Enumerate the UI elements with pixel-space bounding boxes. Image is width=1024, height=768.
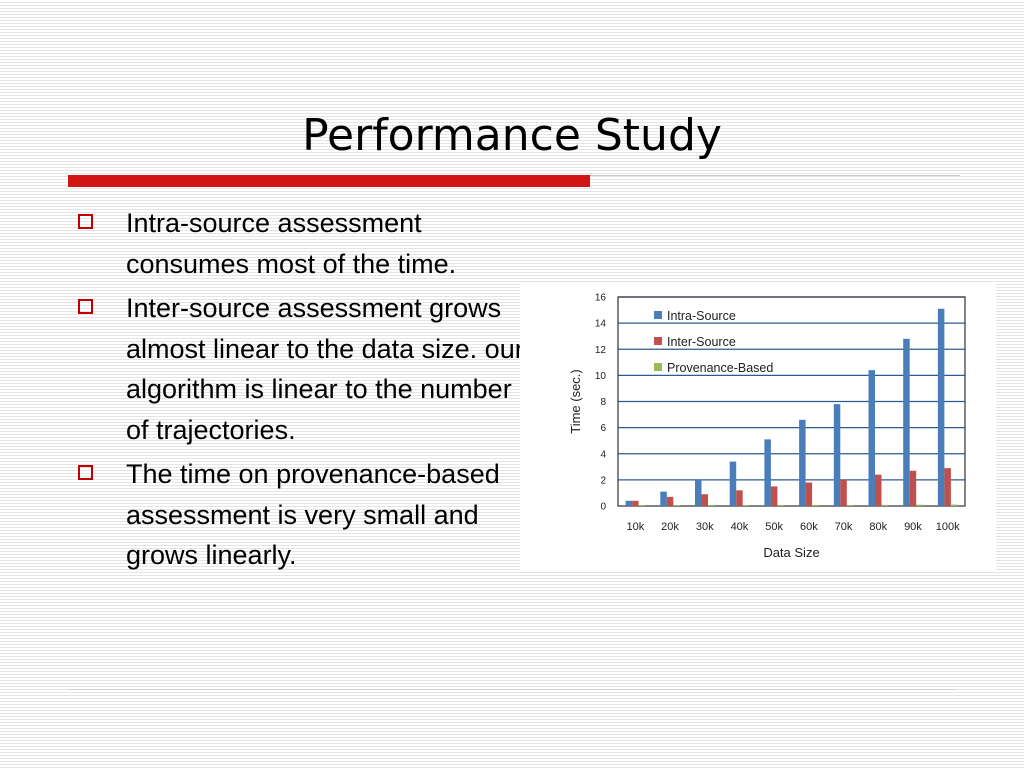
x-tick-label: 90k — [904, 521, 922, 533]
bar — [638, 505, 646, 506]
y-tick-label: 14 — [595, 319, 607, 330]
bar — [833, 404, 841, 506]
legend-label: Intra-Source — [667, 309, 736, 323]
bullet-item: The time on provenance-based assessment … — [76, 454, 526, 576]
slide-title: Performance Study — [302, 110, 722, 161]
legend-swatch — [654, 363, 662, 371]
legend-swatch — [654, 311, 662, 319]
x-tick-label: 60k — [800, 521, 818, 533]
plot-border — [617, 296, 966, 507]
bar — [632, 500, 639, 506]
y-tick-label: 2 — [600, 475, 606, 486]
legend-swatch — [654, 337, 662, 345]
square-bullet-icon — [78, 214, 93, 229]
footer-divider — [68, 689, 956, 690]
legend-label: Inter-Source — [667, 335, 736, 349]
bar — [695, 479, 702, 506]
x-tick-label: 30k — [696, 521, 714, 533]
legend-label: Provenance-Based — [667, 361, 773, 375]
bar — [805, 482, 813, 506]
bullet-text: Intra-source assessment consumes most of… — [126, 208, 457, 279]
x-tick-label: 10k — [626, 521, 644, 533]
title-underline — [68, 175, 960, 187]
y-tick-label: 10 — [595, 371, 607, 382]
bar — [736, 490, 743, 506]
bar — [673, 505, 680, 506]
bar — [625, 500, 633, 506]
title-underline-thin — [590, 175, 960, 176]
bullet-text: The time on provenance-based assessment … — [126, 459, 500, 570]
bar-chart: 0 2 4 6 8 10 12 14 16 10k 20k 30k 40k 50k 60k 70k 80k 90k… — [568, 293, 966, 560]
x-axis-title: Data Size — [763, 545, 819, 560]
bar — [708, 505, 715, 506]
square-bullet-icon — [78, 299, 93, 314]
bar — [909, 470, 917, 506]
y-tick-label: 4 — [600, 449, 606, 460]
bar — [840, 479, 847, 506]
bar — [764, 439, 771, 506]
bar — [950, 504, 958, 506]
y-axis-title: Time (sec.) — [568, 369, 583, 434]
y-tick-label: 8 — [600, 397, 606, 408]
bar — [875, 474, 882, 506]
bar — [777, 505, 784, 506]
bar — [944, 468, 951, 506]
x-tick-label: 50k — [765, 521, 783, 533]
bar — [660, 491, 667, 506]
bullet-item: Inter-source assessment grows almost lin… — [76, 288, 526, 450]
square-bullet-icon — [78, 465, 93, 480]
bullet-list: Intra-source assessment consumes most of… — [76, 203, 526, 580]
bar — [812, 505, 819, 506]
bar — [846, 504, 854, 506]
bar — [903, 338, 910, 506]
x-tick-label: 40k — [731, 521, 749, 533]
bullet-text: Inter-source assessment grows almost lin… — [126, 293, 524, 445]
x-tick-label: 70k — [835, 521, 853, 533]
bar — [729, 461, 737, 506]
bar — [742, 505, 750, 506]
bar — [916, 504, 923, 506]
x-tick-label: 20k — [661, 521, 679, 533]
bar — [770, 486, 778, 506]
y-tick-label: 12 — [595, 345, 607, 356]
chart-container: 0 2 4 6 8 10 12 14 16 10k 20k 30k 40k 50k 60k 70k 80k 90k… — [520, 282, 996, 572]
x-tick-label: 80k — [869, 521, 887, 533]
bar — [937, 308, 945, 506]
y-tick-label: 6 — [600, 423, 606, 434]
bar — [701, 494, 708, 506]
y-tick-label: 16 — [595, 293, 607, 304]
bullet-item: Intra-source assessment consumes most of… — [76, 203, 526, 284]
bar — [666, 496, 674, 506]
bar — [881, 504, 888, 506]
bar — [868, 370, 875, 506]
y-tick-label: 0 — [600, 502, 606, 513]
x-tick-label: 100k — [936, 521, 960, 533]
title-underline-accent — [68, 175, 590, 187]
bar — [799, 419, 806, 506]
